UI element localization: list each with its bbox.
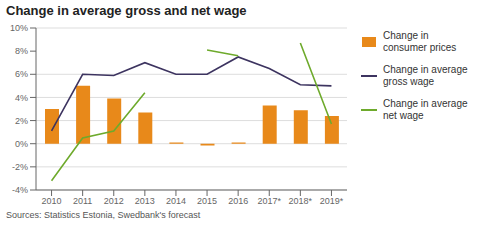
svg-text:-4%: -4% bbox=[12, 185, 28, 195]
svg-text:2017*: 2017* bbox=[257, 196, 281, 206]
svg-text:2013: 2013 bbox=[135, 196, 155, 206]
svg-text:0%: 0% bbox=[15, 139, 28, 149]
svg-text:6%: 6% bbox=[15, 69, 28, 79]
svg-text:2015: 2015 bbox=[197, 196, 217, 206]
svg-text:10%: 10% bbox=[10, 23, 28, 33]
html-text:Change in consumer prices: Change in consumer prices bbox=[383, 30, 457, 53]
svg-text:-2%: -2% bbox=[12, 162, 28, 172]
svg-text:4%: 4% bbox=[15, 93, 28, 103]
svg-text:2018*: 2018* bbox=[289, 196, 313, 206]
svg-text:2019*: 2019* bbox=[320, 196, 344, 206]
svg-text:2014: 2014 bbox=[166, 196, 186, 206]
svg-text:2012: 2012 bbox=[104, 196, 124, 206]
svg-text:2011: 2011 bbox=[73, 196, 92, 206]
html-text:Change in average net wage: Change in average net wage bbox=[383, 98, 468, 121]
svg-text:2016: 2016 bbox=[228, 196, 248, 206]
svg-text:2%: 2% bbox=[15, 116, 28, 126]
html-text:Change in average gross and ne: Change in average gross and net wage bbox=[6, 3, 247, 18]
html-text:Change in average gross wage: Change in average gross wage bbox=[383, 64, 468, 87]
html-text:Sources: Statistics Estonia, S: Sources: Statistics Estonia, Swedbank's … bbox=[6, 210, 201, 220]
svg-text:8%: 8% bbox=[15, 46, 28, 56]
svg-text:2010: 2010 bbox=[42, 196, 62, 206]
